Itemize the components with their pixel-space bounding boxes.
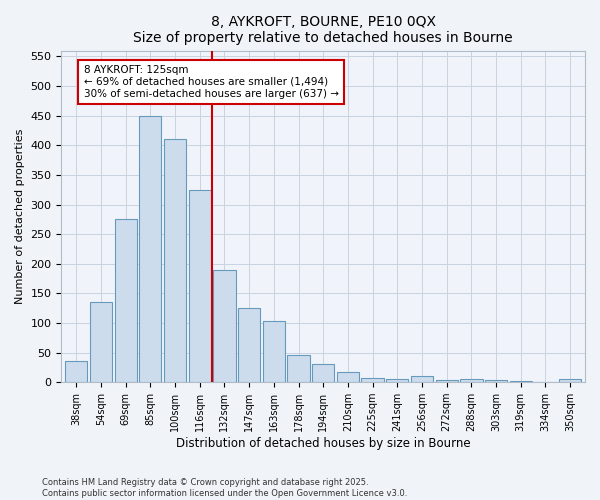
Bar <box>65 362 88 382</box>
Bar <box>287 355 310 382</box>
Bar <box>238 308 260 382</box>
Bar <box>164 140 186 382</box>
Bar <box>188 190 211 382</box>
Bar <box>139 116 161 382</box>
Y-axis label: Number of detached properties: Number of detached properties <box>15 128 25 304</box>
Bar <box>263 321 285 382</box>
Bar <box>485 380 507 382</box>
Bar <box>361 378 384 382</box>
Bar <box>559 378 581 382</box>
Bar <box>337 372 359 382</box>
Text: Contains HM Land Registry data © Crown copyright and database right 2025.
Contai: Contains HM Land Registry data © Crown c… <box>42 478 407 498</box>
Text: 8 AYKROFT: 125sqm
← 69% of detached houses are smaller (1,494)
30% of semi-detac: 8 AYKROFT: 125sqm ← 69% of detached hous… <box>83 66 338 98</box>
Bar <box>411 376 433 382</box>
Bar <box>460 380 482 382</box>
Bar <box>312 364 334 382</box>
Bar <box>213 270 236 382</box>
Bar <box>436 380 458 382</box>
Bar <box>509 381 532 382</box>
Bar <box>115 220 137 382</box>
Bar <box>386 380 409 382</box>
X-axis label: Distribution of detached houses by size in Bourne: Distribution of detached houses by size … <box>176 437 470 450</box>
Title: 8, AYKROFT, BOURNE, PE10 0QX
Size of property relative to detached houses in Bou: 8, AYKROFT, BOURNE, PE10 0QX Size of pro… <box>133 15 513 45</box>
Bar <box>90 302 112 382</box>
